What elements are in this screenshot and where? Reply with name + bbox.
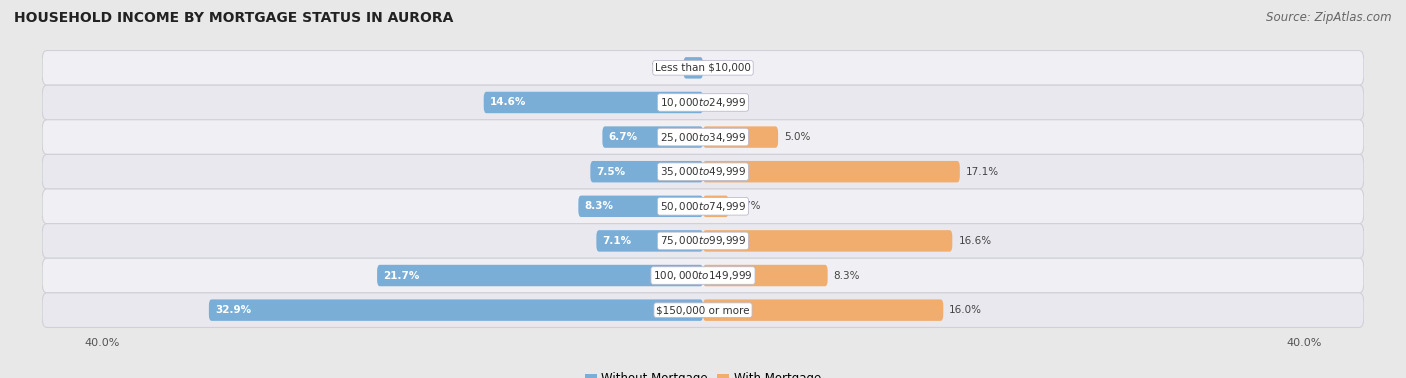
Text: Source: ZipAtlas.com: Source: ZipAtlas.com [1267, 11, 1392, 24]
Text: $35,000 to $49,999: $35,000 to $49,999 [659, 165, 747, 178]
FancyBboxPatch shape [596, 230, 703, 252]
Text: 7.5%: 7.5% [596, 167, 626, 177]
Text: $50,000 to $74,999: $50,000 to $74,999 [659, 200, 747, 213]
Text: 0.0%: 0.0% [709, 98, 735, 107]
Text: 8.3%: 8.3% [834, 271, 860, 280]
FancyBboxPatch shape [209, 299, 703, 321]
FancyBboxPatch shape [703, 230, 952, 252]
FancyBboxPatch shape [42, 224, 1364, 258]
FancyBboxPatch shape [42, 85, 1364, 120]
Text: $25,000 to $34,999: $25,000 to $34,999 [659, 130, 747, 144]
FancyBboxPatch shape [42, 258, 1364, 293]
Text: 14.6%: 14.6% [489, 98, 526, 107]
FancyBboxPatch shape [683, 57, 703, 79]
FancyBboxPatch shape [42, 120, 1364, 154]
Text: Less than $10,000: Less than $10,000 [655, 63, 751, 73]
FancyBboxPatch shape [42, 51, 1364, 85]
FancyBboxPatch shape [42, 189, 1364, 224]
Text: 32.9%: 32.9% [215, 305, 252, 315]
FancyBboxPatch shape [578, 195, 703, 217]
Text: $10,000 to $24,999: $10,000 to $24,999 [659, 96, 747, 109]
FancyBboxPatch shape [703, 299, 943, 321]
Text: $150,000 or more: $150,000 or more [657, 305, 749, 315]
Text: 0.0%: 0.0% [709, 63, 735, 73]
Text: 21.7%: 21.7% [382, 271, 419, 280]
Text: $100,000 to $149,999: $100,000 to $149,999 [654, 269, 752, 282]
Legend: Without Mortgage, With Mortgage: Without Mortgage, With Mortgage [581, 367, 825, 378]
Text: 5.0%: 5.0% [785, 132, 810, 142]
Text: 16.6%: 16.6% [959, 236, 991, 246]
Text: 17.1%: 17.1% [966, 167, 998, 177]
FancyBboxPatch shape [484, 92, 703, 113]
FancyBboxPatch shape [42, 154, 1364, 189]
Text: 1.7%: 1.7% [734, 201, 761, 211]
FancyBboxPatch shape [377, 265, 703, 286]
Text: 8.3%: 8.3% [585, 201, 613, 211]
FancyBboxPatch shape [703, 161, 960, 183]
Text: 6.7%: 6.7% [609, 132, 637, 142]
FancyBboxPatch shape [602, 126, 703, 148]
FancyBboxPatch shape [703, 126, 778, 148]
Text: $75,000 to $99,999: $75,000 to $99,999 [659, 234, 747, 248]
FancyBboxPatch shape [42, 293, 1364, 327]
Text: HOUSEHOLD INCOME BY MORTGAGE STATUS IN AURORA: HOUSEHOLD INCOME BY MORTGAGE STATUS IN A… [14, 11, 453, 25]
Text: 7.1%: 7.1% [602, 236, 631, 246]
Text: 16.0%: 16.0% [949, 305, 983, 315]
FancyBboxPatch shape [703, 195, 728, 217]
FancyBboxPatch shape [703, 265, 828, 286]
Text: 1.3%: 1.3% [651, 63, 678, 73]
FancyBboxPatch shape [591, 161, 703, 183]
